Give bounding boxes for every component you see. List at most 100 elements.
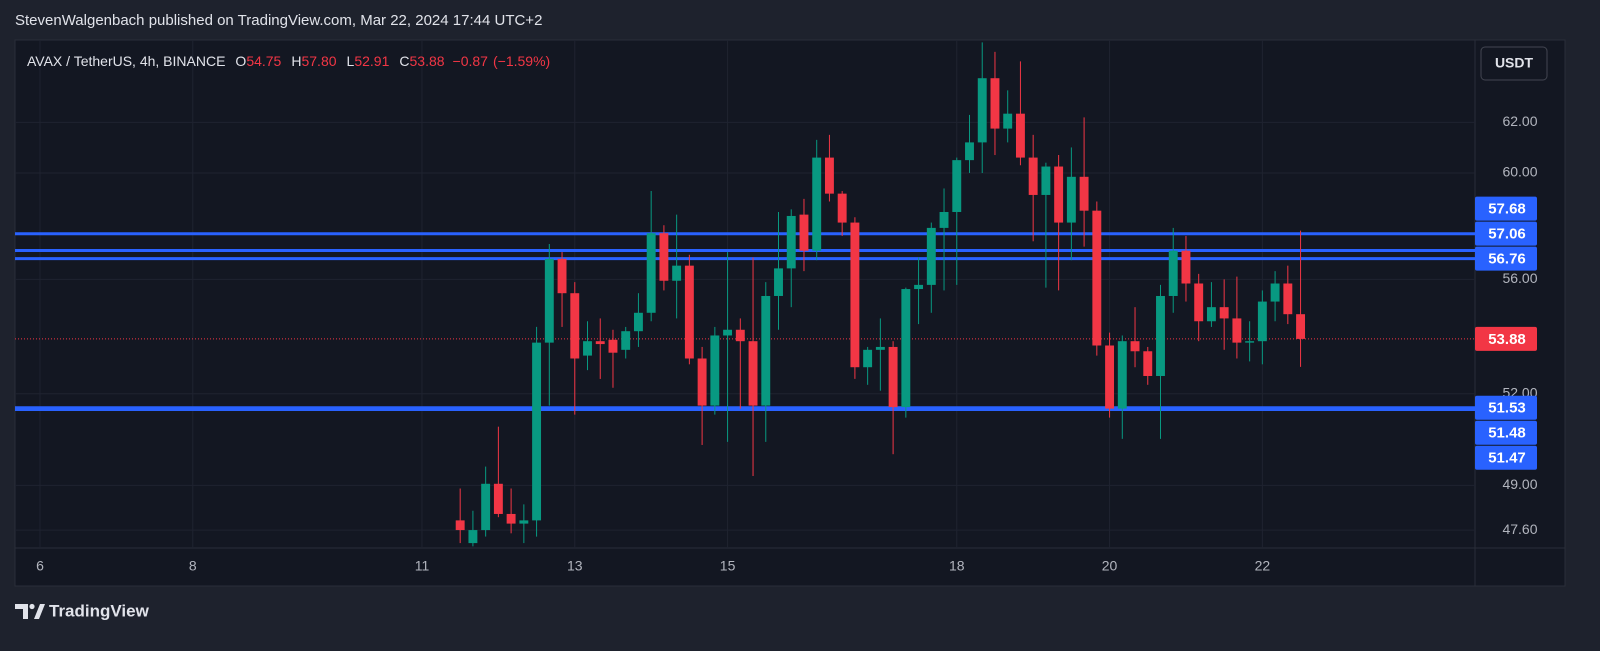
candle-body: [684, 265, 694, 359]
symbol-name: AVAX / TetherUS, 4h, BINANCE: [27, 53, 225, 69]
candle-body: [1015, 113, 1025, 158]
candle-body: [837, 193, 847, 223]
candle-body: [1232, 318, 1242, 343]
currency-label[interactable]: USDT: [1495, 55, 1534, 71]
price-label-box: [1475, 445, 1537, 470]
candle-body: [1219, 307, 1229, 319]
candle-body: [672, 265, 682, 281]
y-tick-label: 47.60: [1502, 521, 1537, 537]
x-tick-label: 20: [1102, 558, 1118, 574]
price-label: 57.68: [1488, 201, 1526, 218]
brand: TradingView: [15, 601, 150, 620]
price-label: 51.48: [1488, 425, 1526, 442]
candle-body: [544, 258, 554, 343]
candle-body: [723, 329, 733, 336]
candle-body: [812, 157, 822, 251]
candle-body: [1028, 157, 1038, 195]
price-label-box: [1475, 246, 1537, 271]
symbol-legend: AVAX / TetherUS, 4h, BINANCE O54.75 H57.80…: [27, 53, 550, 69]
candle-body: [1270, 283, 1280, 302]
candle-body: [1117, 341, 1127, 409]
candle-body: [493, 483, 503, 514]
x-tick-label: 15: [720, 558, 736, 574]
candle-body: [888, 346, 898, 408]
candle-body: [799, 214, 809, 251]
candle-body: [952, 160, 962, 212]
candle-body: [557, 258, 567, 294]
candle-body: [990, 78, 1000, 129]
price-label: 51.47: [1488, 450, 1526, 467]
ohlc-value: 52.91: [354, 53, 389, 69]
candle-body: [697, 358, 707, 406]
candle-body: [646, 233, 656, 313]
candle-body: [977, 78, 987, 143]
candle-body: [519, 520, 529, 524]
x-tick-label: 22: [1255, 558, 1271, 574]
brand-logo-dot: [29, 603, 35, 610]
candle-body: [621, 331, 631, 350]
candle-body: [1003, 113, 1013, 129]
candle-body: [1092, 210, 1102, 346]
candle-body: [481, 483, 491, 531]
ohlc-key: H: [291, 53, 301, 69]
y-tick-label: 62.00: [1502, 113, 1537, 129]
candle-body: [786, 215, 796, 269]
y-tick-label: 60.00: [1502, 164, 1537, 180]
brand-logo-t: [15, 604, 28, 619]
ohlc-value: 53.88: [410, 53, 445, 69]
x-tick-label: 13: [567, 558, 583, 574]
price-label: 51.53: [1488, 400, 1526, 417]
candle-body: [926, 227, 936, 285]
candle-body: [850, 222, 860, 368]
candle-body: [1296, 314, 1306, 339]
price-label: 56.76: [1488, 251, 1526, 268]
candle-body: [1130, 341, 1140, 352]
candle-body: [1105, 345, 1115, 409]
ohlc-key: O: [235, 53, 246, 69]
candle-body: [1143, 351, 1153, 376]
candle-body: [468, 530, 478, 544]
candle-body: [595, 341, 605, 345]
x-tick-label: 11: [415, 558, 430, 574]
candle-body: [659, 233, 669, 281]
ohlc-key: L: [347, 53, 355, 69]
candle-body: [1168, 250, 1178, 296]
candles: [455, 42, 1306, 547]
y-tick-label: 56.00: [1502, 270, 1537, 286]
brand-logo-v: [34, 604, 45, 619]
currency-button[interactable]: USDT: [1480, 46, 1548, 81]
x-tick-label: 6: [36, 558, 44, 574]
candle-body: [1066, 176, 1076, 223]
price-lines: [15, 232, 1475, 411]
candle-body: [901, 289, 911, 408]
y-tick-label: 49.00: [1502, 476, 1537, 492]
ohlc-value: 57.80: [301, 53, 336, 69]
candle-body: [774, 268, 783, 296]
brand-name: TradingView: [49, 601, 150, 620]
candle-body: [863, 349, 873, 368]
candle-body: [748, 341, 758, 406]
candle-body: [455, 520, 465, 531]
candle-body: [506, 513, 516, 524]
candle-body: [824, 157, 834, 194]
price-label: 53.88: [1488, 331, 1526, 348]
price-label: 57.06: [1488, 226, 1526, 243]
candle-body: [1156, 295, 1165, 376]
candle-body: [570, 293, 580, 359]
candle-body: [1079, 176, 1089, 211]
candle-body: [1245, 341, 1255, 343]
candle-body: [761, 295, 771, 406]
legend: AVAX / TetherUS, 4h, BINANCE O54.75 H57.80…: [27, 53, 550, 69]
candle-body: [1181, 250, 1191, 284]
published-line: StevenWalgenbach published on TradingVie…: [15, 12, 542, 29]
candle-body: [965, 142, 974, 161]
chart-panel: [14, 39, 1566, 587]
price-label-box: [1475, 221, 1537, 246]
currency-button-frame[interactable]: [1480, 46, 1548, 81]
candle-body: [735, 329, 745, 342]
candle-body: [710, 335, 720, 406]
change-percent: (−1.59%): [493, 53, 550, 69]
candle-body: [914, 284, 924, 290]
